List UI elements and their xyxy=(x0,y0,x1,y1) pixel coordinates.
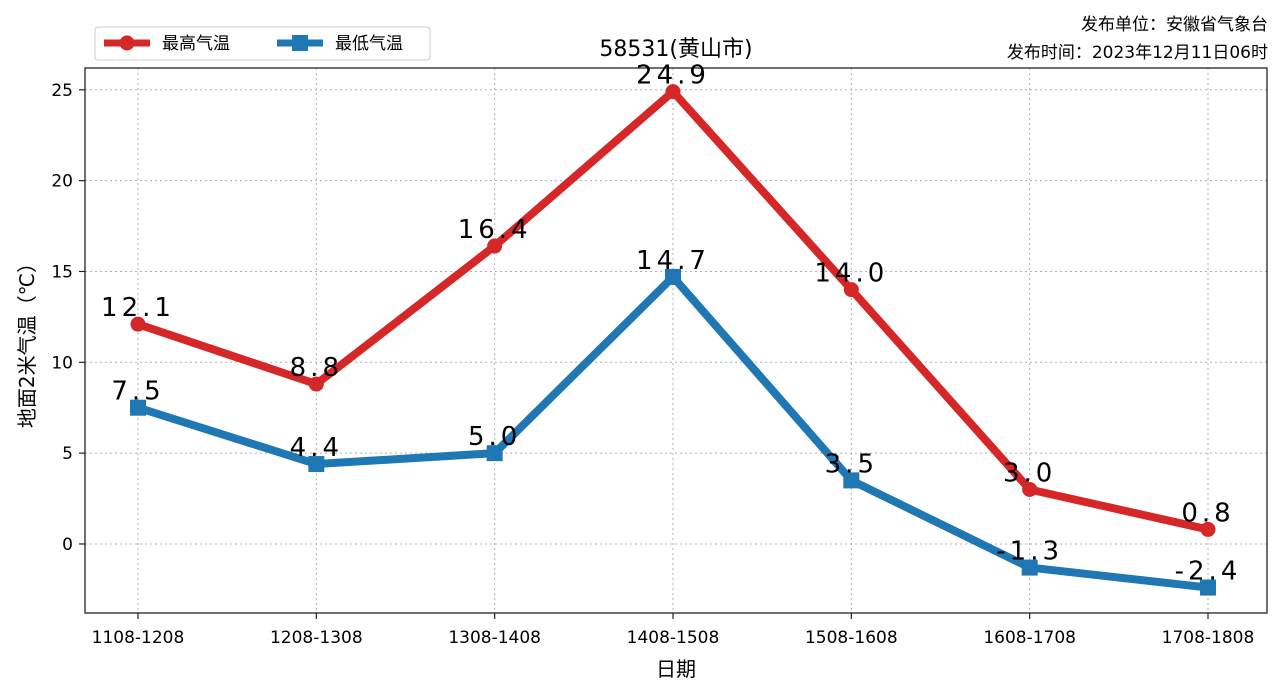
legend-marker xyxy=(119,35,135,51)
data-label: 14.7 xyxy=(636,246,710,276)
data-point xyxy=(1021,559,1038,576)
x-tick-label: 1708-1808 xyxy=(1162,628,1255,648)
x-tick-label: 1208-1308 xyxy=(270,628,363,648)
data-label: 7.5 xyxy=(111,377,164,407)
x-tick-label: 1608-1708 xyxy=(983,628,1076,648)
data-label: 3.5 xyxy=(825,449,878,479)
y-tick-label: 10 xyxy=(51,353,73,373)
data-point xyxy=(308,456,325,473)
data-point xyxy=(1200,521,1216,537)
data-point xyxy=(487,238,503,254)
data-point xyxy=(843,472,860,489)
data-label: 12.1 xyxy=(101,293,175,323)
data-label: 24.9 xyxy=(636,61,710,91)
publisher-text: 发布单位：安徽省气象台 xyxy=(1081,15,1268,35)
data-point xyxy=(308,376,324,392)
y-axis-label: 地面2米气温（℃） xyxy=(15,253,39,428)
data-label: 5.0 xyxy=(468,422,521,452)
data-label: 8.8 xyxy=(290,353,343,383)
y-tick-label: 15 xyxy=(51,262,73,282)
data-label: 14.0 xyxy=(814,259,888,289)
legend-label: 最低气温 xyxy=(335,34,403,54)
legend-box xyxy=(94,26,431,61)
x-axis-label: 日期 xyxy=(656,657,696,681)
data-point xyxy=(843,282,859,298)
y-tick-label: 20 xyxy=(51,172,73,192)
y-tick-label: 25 xyxy=(51,81,73,101)
y-tick-label: 0 xyxy=(62,535,73,555)
data-point xyxy=(665,84,681,100)
legend: 最高气温 最低气温 xyxy=(94,26,431,61)
data-label: -1.3 xyxy=(996,537,1063,567)
y-tick-label: 5 xyxy=(62,444,73,464)
data-point xyxy=(486,445,503,462)
data-label: -2.4 xyxy=(1175,557,1242,587)
x-tick-label: 1108-1208 xyxy=(92,628,185,648)
grid xyxy=(85,68,1267,613)
data-labels: 12.1 8.8 16.4 24.9 14.0 3.0 0.8 7.5 4.4 5.0 14.7 3.… xyxy=(101,61,1242,587)
legend-marker xyxy=(292,35,308,51)
data-label: 4.4 xyxy=(290,433,343,463)
data-label: 16.4 xyxy=(458,215,532,245)
data-point xyxy=(1200,579,1216,596)
plot-frame xyxy=(84,67,1268,614)
legend-label: 最高气温 xyxy=(162,34,230,54)
data-point xyxy=(130,316,146,332)
data-label: 0.8 xyxy=(1181,498,1234,528)
x-tick-label: 1308-1408 xyxy=(448,628,541,648)
chart-title: 58531(黄山市) xyxy=(599,37,752,62)
x-tick-label: 1508-1608 xyxy=(805,628,898,648)
series-layer xyxy=(130,84,1216,596)
data-point xyxy=(1022,481,1038,497)
x-tick-label: 1408-1508 xyxy=(627,628,720,648)
axis-ticks: 1108-1208 1208-1308 1308-1408 1408-1508 1508… xyxy=(51,81,1254,648)
publish-time-text: 发布时间：2023年12月11日06时 xyxy=(1006,43,1268,63)
data-point xyxy=(665,268,681,285)
data-point xyxy=(130,399,146,416)
data-label: 3.0 xyxy=(1003,458,1056,488)
